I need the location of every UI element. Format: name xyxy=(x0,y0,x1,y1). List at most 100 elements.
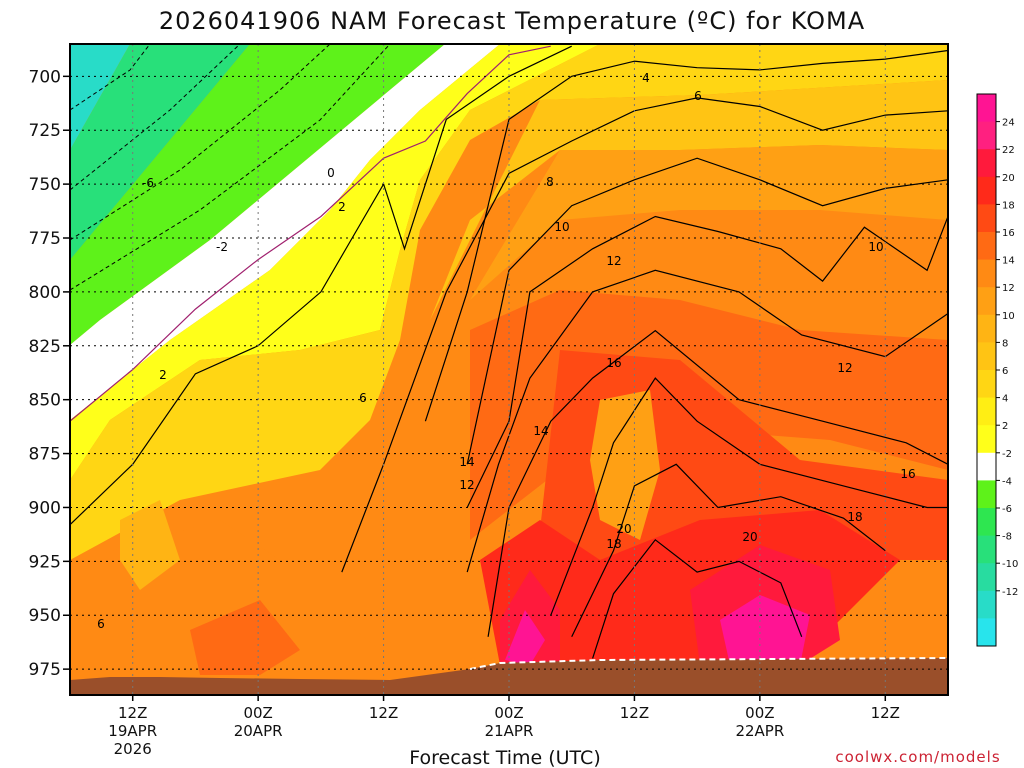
temperature-band-16 xyxy=(120,500,180,590)
contour-label: 2 xyxy=(338,200,346,214)
x-tick-label: 00Z xyxy=(243,704,272,722)
isotherm-18 xyxy=(571,463,886,638)
x-tick-label: 12Z xyxy=(118,704,147,722)
colorbar-label: -6 xyxy=(1002,504,1012,515)
colorbar-label: -4 xyxy=(1002,476,1012,487)
x-tick-label: 12Z xyxy=(871,704,900,722)
temperature-band-2 xyxy=(70,44,445,345)
contour-label: 10 xyxy=(554,220,569,234)
y-tick-label: 725 xyxy=(29,121,61,141)
contour-label: 4 xyxy=(642,71,650,85)
x-tick-label: 19APR xyxy=(108,722,157,740)
contour-label: 20 xyxy=(742,530,757,544)
contour-label: 2 xyxy=(159,368,167,382)
colorbar-swatch xyxy=(977,94,996,123)
temperature-band-7 xyxy=(470,145,948,300)
contour-label: 14 xyxy=(459,455,474,469)
isotherm-0 xyxy=(70,45,551,422)
colorbar-swatch xyxy=(977,590,996,619)
colorbar-label: -8 xyxy=(1002,532,1012,543)
x-tick-label: 12Z xyxy=(369,704,398,722)
isotherm-16 xyxy=(550,377,948,616)
contour-label: -6 xyxy=(142,176,154,190)
temperature-band-6 xyxy=(430,80,948,320)
colorbar-label: 22 xyxy=(1002,145,1015,156)
colorbar-swatch xyxy=(977,618,996,647)
isotherm-20 xyxy=(592,538,803,659)
credit-text: coolwx.com/models xyxy=(835,748,1000,766)
contour-label: 0 xyxy=(327,166,335,180)
colorbar-swatch xyxy=(977,425,996,454)
contour-label: 12 xyxy=(606,254,621,268)
colorbar-label: 6 xyxy=(1002,366,1008,377)
contour-label: 20 xyxy=(616,522,631,536)
colorbar-swatch xyxy=(977,342,996,371)
negative-isotherm-0 xyxy=(70,44,151,111)
colorbar-swatch xyxy=(977,176,996,205)
x-tick-label: 21APR xyxy=(485,722,534,740)
negative-isotherm-1 xyxy=(70,44,241,191)
contour-label: 10 xyxy=(868,240,883,254)
y-tick-label: 975 xyxy=(29,660,61,680)
contour-label: 6 xyxy=(694,89,702,103)
terrain-edge xyxy=(469,657,948,670)
colorbar-label: -10 xyxy=(1002,559,1018,570)
x-tick-label: 00Z xyxy=(745,704,774,722)
colorbar-swatch xyxy=(977,287,996,316)
y-tick-label: 850 xyxy=(29,391,61,411)
colorbar-label: 2 xyxy=(1002,421,1008,432)
colorbar-label: 18 xyxy=(1002,200,1015,211)
colorbar-swatch xyxy=(977,535,996,564)
temperature-band-4 xyxy=(70,44,600,480)
temperature-band-17 xyxy=(190,600,300,675)
colorbar-label: -2 xyxy=(1002,449,1012,460)
colorbar-label: -12 xyxy=(1002,587,1018,598)
x-tick-label: 20APR xyxy=(234,722,283,740)
contour-label: -2 xyxy=(216,240,228,254)
colorbar-label: 4 xyxy=(1002,394,1008,405)
terrain-ground xyxy=(70,658,948,695)
colorbar-swatch xyxy=(977,149,996,178)
y-tick-label: 825 xyxy=(29,337,61,357)
contour-label: 14 xyxy=(533,424,548,438)
contour-label: 8 xyxy=(546,175,554,189)
y-tick-label: 700 xyxy=(29,67,61,87)
x-tick-label: 2026 xyxy=(114,740,152,758)
colorbar-label: 16 xyxy=(1002,228,1015,239)
colorbar-swatch xyxy=(977,259,996,288)
colorbar-swatch xyxy=(977,508,996,537)
y-tick-label: 800 xyxy=(29,283,61,303)
x-tick-label: 12Z xyxy=(620,704,649,722)
colorbar-label: 10 xyxy=(1002,311,1015,322)
colorbar-swatch xyxy=(977,314,996,343)
colorbar-label: 14 xyxy=(1002,256,1015,267)
x-tick-label: 00Z xyxy=(494,704,523,722)
plot-area xyxy=(70,44,948,695)
colorbar-label: 8 xyxy=(1002,338,1008,349)
colorbar-swatch xyxy=(977,563,996,592)
contour-label: 12 xyxy=(837,361,852,375)
isotherm-8 xyxy=(466,157,948,465)
x-axis-label: Forecast Time (UTC) xyxy=(409,747,600,768)
negative-isotherm-2 xyxy=(70,44,331,241)
colorbar-swatch xyxy=(977,370,996,399)
contour-label: 6 xyxy=(97,617,105,631)
y-tick-label: 775 xyxy=(29,229,61,249)
temperature-band-14 xyxy=(505,610,545,665)
y-tick-label: 900 xyxy=(29,498,61,518)
y-tick-label: 925 xyxy=(29,552,61,572)
temperature-band-13 xyxy=(720,595,810,665)
colorbar-legend: 24 22 20 18 16 14 12 10 8 6 4 2 -2 -4 -6 -8 -10 -12 xyxy=(976,93,1018,647)
colorbar-label: 24 xyxy=(1002,118,1015,129)
y-axis: 700 725 750 775 800 825 850 875 900 925 950 975 xyxy=(29,67,70,680)
colorbar-swatch xyxy=(977,232,996,261)
contour-label: 16 xyxy=(900,467,915,481)
temperature-band-18 xyxy=(590,390,660,540)
isotherm-4 xyxy=(424,49,948,422)
temperature-band-5 xyxy=(70,44,948,560)
chart-title: 2026041906 NAM Forecast Temperature (ºC)… xyxy=(159,7,865,35)
colorbar-swatch xyxy=(977,452,996,481)
negative-isotherm-3 xyxy=(70,44,391,291)
